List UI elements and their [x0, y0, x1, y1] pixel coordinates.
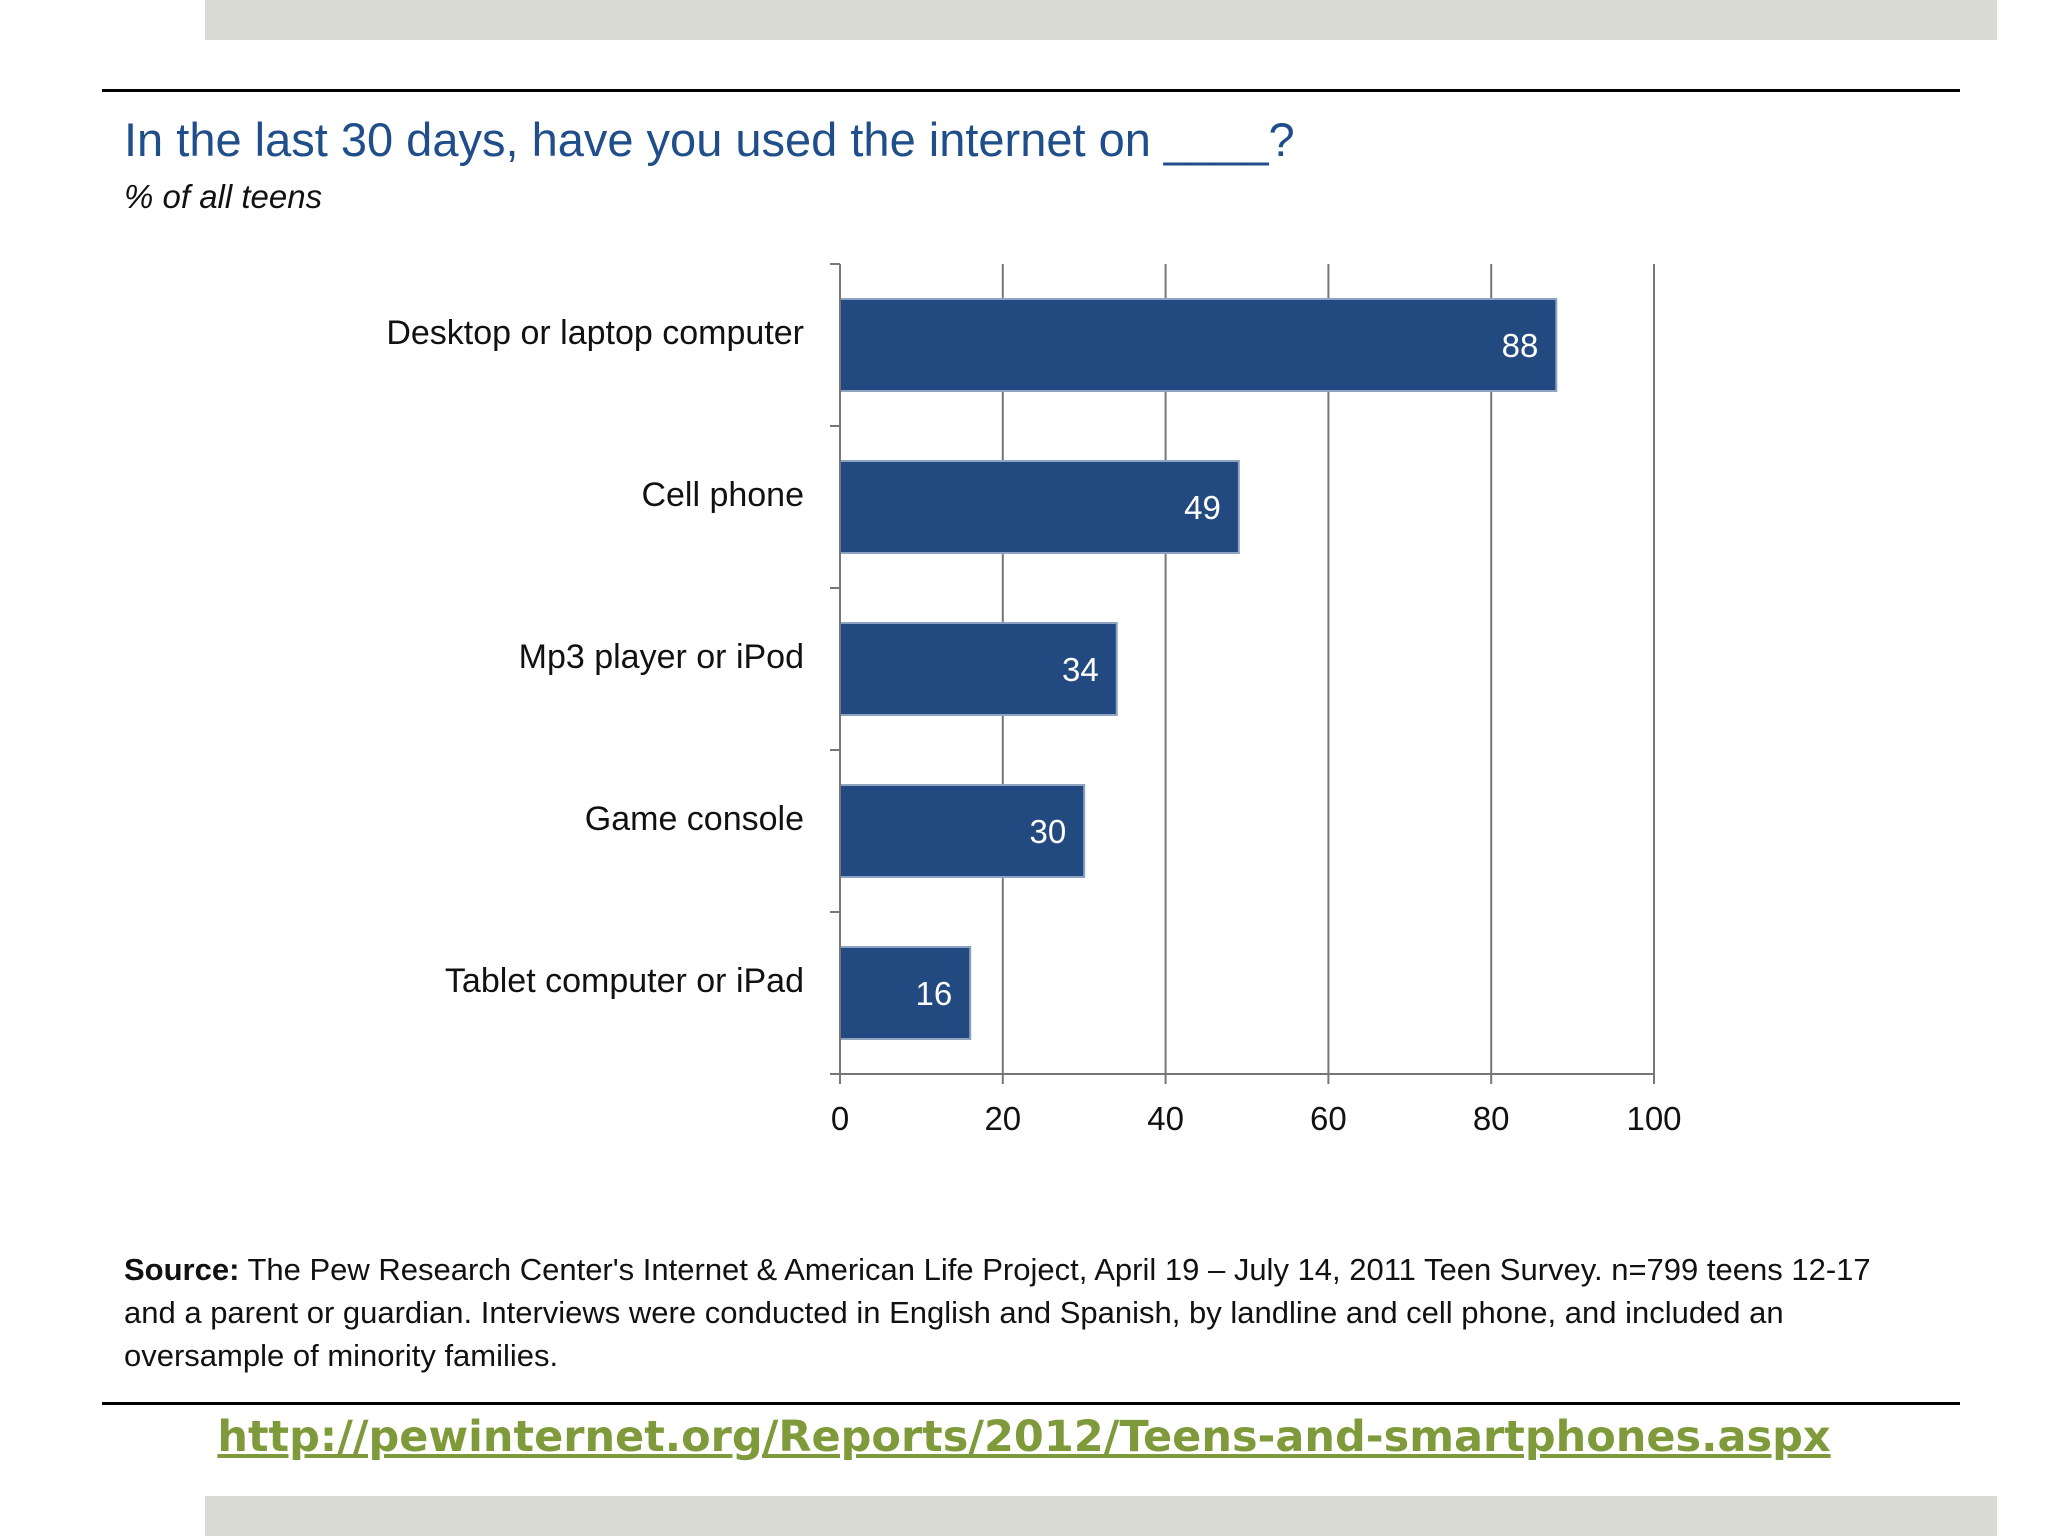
top-decorative-band — [205, 0, 1997, 40]
category-label-3: Game console — [585, 800, 804, 838]
chart-subtitle: % of all teens — [124, 178, 323, 215]
x-tick-label-100: 100 — [1626, 1100, 1681, 1137]
source-link[interactable]: http://pewinternet.org/Reports/2012/Teen… — [217, 1412, 1831, 1462]
source-note: Source: The Pew Research Center's Intern… — [124, 1248, 1924, 1377]
x-tick-label-40: 40 — [1147, 1100, 1184, 1137]
x-tick-label-0: 0 — [831, 1100, 849, 1137]
category-label-1: Cell phone — [641, 476, 804, 514]
bar-chart: 88 Desktop or laptop computer 49 Cell phone… — [386, 263, 1682, 1137]
top-divider-line — [102, 89, 1960, 92]
source-text: The Pew Research Center's Internet & Ame… — [124, 1252, 1871, 1373]
bottom-divider-line — [102, 1402, 1960, 1405]
data-label-4: 16 — [916, 975, 953, 1012]
bar-0 — [839, 298, 1558, 392]
data-label-0: 88 — [1502, 327, 1539, 364]
x-tick-label-80: 80 — [1473, 1100, 1510, 1137]
category-label-2: Mp3 player or iPod — [519, 638, 804, 676]
bar-1 — [839, 460, 1240, 554]
data-label-3: 30 — [1029, 813, 1066, 850]
data-label-1: 49 — [1184, 489, 1221, 526]
category-label-4: Tablet computer or iPad — [445, 962, 804, 1000]
x-tick-label-20: 20 — [984, 1100, 1021, 1137]
source-label: Source: — [124, 1252, 240, 1287]
data-label-2: 34 — [1062, 651, 1099, 688]
category-label-0: Desktop or laptop computer — [386, 314, 804, 352]
chart-title: In the last 30 days, have you used the i… — [124, 113, 1295, 166]
bottom-decorative-band — [205, 1496, 1997, 1536]
x-tick-label-60: 60 — [1310, 1100, 1347, 1137]
